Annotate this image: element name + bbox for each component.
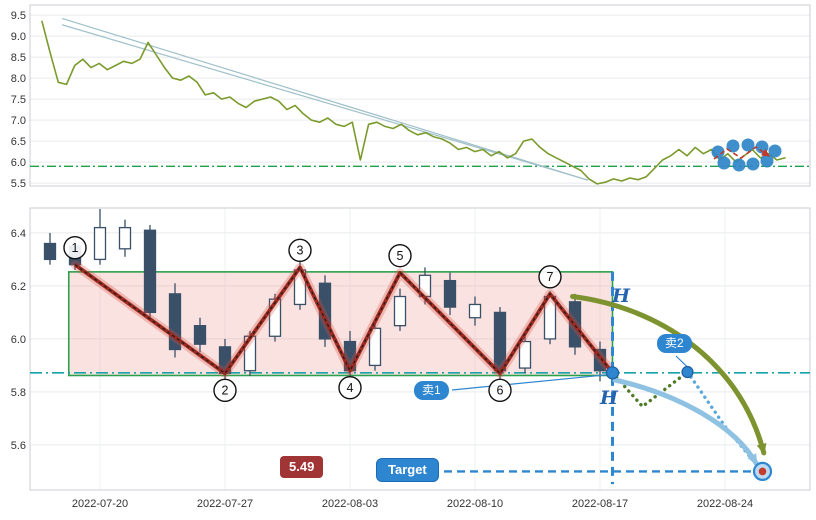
svg-text:7.0: 7.0	[11, 115, 26, 127]
zigzag-pattern	[70, 260, 617, 378]
downtrend-arrow-blue	[612, 377, 759, 466]
svg-text:8.5: 8.5	[11, 52, 26, 64]
svg-text:6: 6	[497, 384, 504, 398]
top-y-axis: 9.5 9.0 8.5 8.0 7.5 7.0 6.5 6.0 5.5	[11, 10, 26, 190]
bottom-y-axis: 6.4 6.2 6.0 5.8 5.6	[11, 228, 26, 452]
svg-text:7: 7	[547, 270, 554, 284]
svg-text:1: 1	[72, 241, 79, 255]
top-price-line	[41, 20, 786, 185]
signal-points	[605, 365, 773, 482]
target-button[interactable]: Target	[376, 458, 439, 483]
svg-text:9.0: 9.0	[11, 31, 26, 43]
zigzag-markers: 1 2 3 4 5 6 7	[63, 236, 562, 403]
svg-text:2022-08-24: 2022-08-24	[697, 498, 753, 510]
svg-text:2022-08-03: 2022-08-03	[322, 498, 378, 510]
height-label-lower: H	[600, 387, 618, 409]
svg-text:5.8: 5.8	[11, 387, 26, 399]
sell2-label[interactable]: 卖2	[657, 334, 692, 353]
bottom-x-axis: 2022-07-20 2022-07-27 2022-08-03 2022-08-10…	[72, 498, 753, 510]
height-label-upper: H	[612, 285, 630, 307]
svg-text:4: 4	[347, 381, 354, 395]
svg-text:6.4: 6.4	[11, 228, 26, 240]
svg-text:7.5: 7.5	[11, 94, 26, 106]
svg-text:8.0: 8.0	[11, 73, 26, 85]
svg-text:5.5: 5.5	[11, 178, 26, 190]
svg-text:6.5: 6.5	[11, 136, 26, 148]
svg-text:6.0: 6.0	[11, 334, 26, 346]
sell1-connector	[451, 374, 607, 391]
svg-text:2: 2	[222, 384, 229, 398]
svg-text:6.2: 6.2	[11, 281, 26, 293]
svg-text:2022-08-10: 2022-08-10	[447, 498, 503, 510]
svg-text:5: 5	[397, 249, 404, 263]
top-scribble-annotation	[711, 138, 782, 172]
svg-text:9.5: 9.5	[11, 10, 26, 22]
svg-text:6.0: 6.0	[11, 157, 26, 169]
svg-text:2022-07-20: 2022-07-20	[72, 498, 128, 510]
svg-text:2022-07-27: 2022-07-27	[197, 498, 253, 510]
svg-text:2022-08-17: 2022-08-17	[572, 498, 628, 510]
top-price-chart[interactable]: 9.5 9.0 8.5 8.0 7.5 7.0 6.5 6.0 5.5	[0, 0, 816, 198]
sell2-connector	[675, 355, 688, 368]
svg-text:5.6: 5.6	[11, 440, 26, 452]
top-grid	[29, 4, 811, 187]
target-price-badge: 5.49	[280, 456, 324, 479]
svg-text:3: 3	[297, 244, 304, 258]
sell1-label[interactable]: 卖1	[414, 381, 449, 400]
